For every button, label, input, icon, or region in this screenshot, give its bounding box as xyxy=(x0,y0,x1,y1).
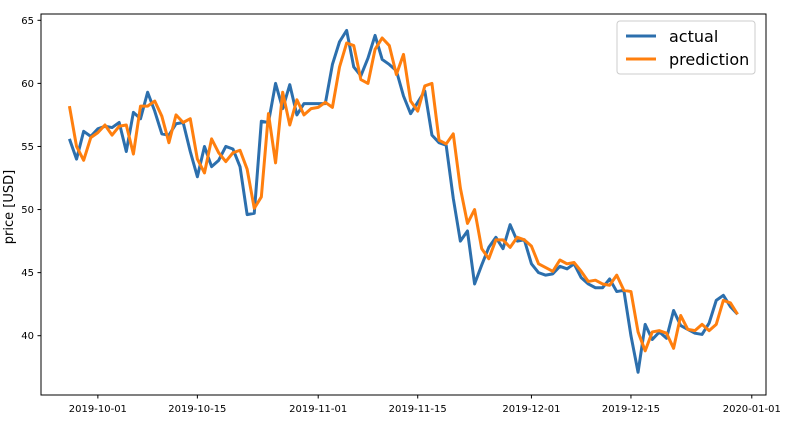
legend-label-actual: actual xyxy=(669,27,718,46)
x-tick-label-2020-01-01: 2020-01-01 xyxy=(723,404,781,415)
x-tick-label-2019-10-01: 2019-10-01 xyxy=(69,404,127,415)
series-line-prediction xyxy=(67,36,739,353)
legend-box xyxy=(616,20,756,75)
x-tick-label-2019-12-01: 2019-12-01 xyxy=(502,404,560,415)
x-tick-label-2019-12-15: 2019-12-15 xyxy=(602,404,660,415)
plot-layer xyxy=(67,28,739,374)
y-tick-label-65: 65 xyxy=(21,16,34,27)
plot-frame xyxy=(40,13,767,396)
y-tick-label-60: 60 xyxy=(21,79,34,90)
x-tick-label-2019-11-01: 2019-11-01 xyxy=(289,404,347,415)
x-tick-label-2019-10-15: 2019-10-15 xyxy=(168,404,226,415)
y-tick-label-50: 50 xyxy=(21,205,34,216)
y-tick-label-40: 40 xyxy=(21,331,34,342)
legend-label-prediction: prediction xyxy=(669,50,749,69)
y-tick-label-45: 45 xyxy=(21,268,34,279)
legend: actual prediction xyxy=(616,20,756,75)
series-line-actual xyxy=(68,28,739,374)
x-tick-label-2019-11-15: 2019-11-15 xyxy=(389,404,447,415)
axis-layer: 40 45 50 55 60 65 2019-10-01 2019-10-15 2019-11-… xyxy=(21,13,781,415)
y-axis-label: price [USD] xyxy=(2,170,17,244)
y-tick-label-55: 55 xyxy=(21,142,34,153)
